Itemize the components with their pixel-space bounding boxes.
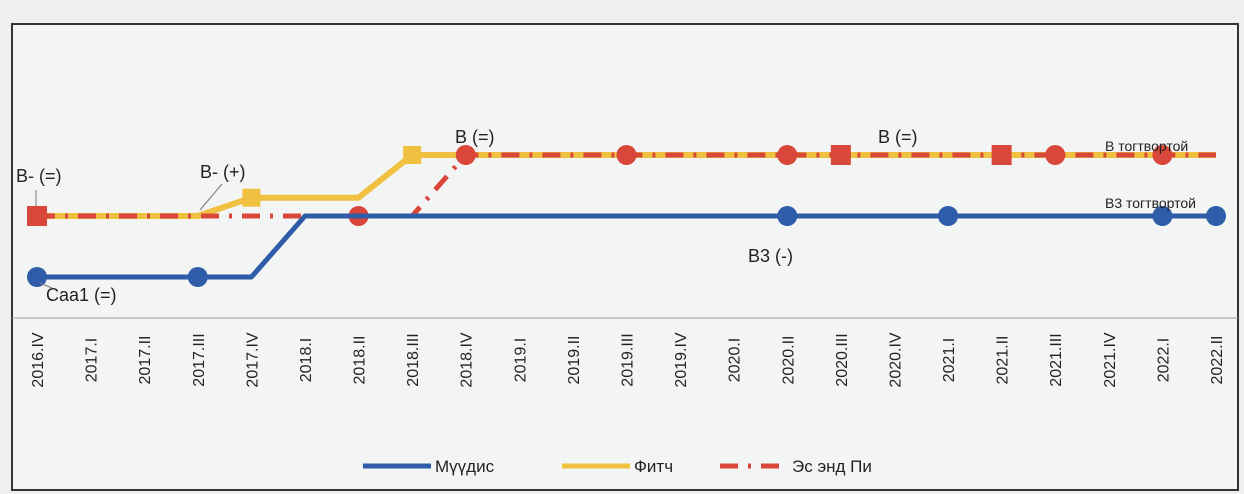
x-tick-label: 2018.III — [405, 333, 422, 386]
moodys-marker — [1206, 206, 1226, 226]
x-tick-label: 2019.II — [566, 336, 583, 385]
x-tick-label: 2017.III — [191, 333, 208, 386]
legend-label: Фитч — [634, 457, 673, 476]
x-tick-label: 2020.IV — [887, 332, 904, 387]
plot-area-frame — [11, 23, 1239, 491]
x-tick-label: 2019.IV — [673, 332, 690, 387]
leader-line — [39, 282, 53, 289]
x-tick-label: 2021.I — [941, 338, 958, 382]
legend-item: Эс энд Пи — [720, 457, 872, 476]
moodys-marker — [1152, 206, 1173, 226]
x-tick-label: 2016.IV — [30, 332, 47, 387]
moodys-marker — [27, 267, 47, 287]
series-line — [37, 213, 1216, 280]
x-tick-label: 2017.I — [84, 338, 101, 382]
legend-label: Мүүдис — [435, 457, 495, 476]
x-tick-label: 2019.III — [620, 333, 637, 386]
sp-marker — [1045, 145, 1066, 165]
moodys-marker — [938, 206, 959, 226]
x-tick-label: 2020.I — [727, 338, 744, 382]
fitch-marker — [242, 188, 261, 207]
x-tick-label: 2021.IV — [1102, 332, 1119, 387]
annotation-label: B (=) — [878, 127, 918, 147]
annotation-label: B- (+) — [200, 162, 246, 182]
x-tick-label: 2017.II — [137, 336, 154, 385]
series-0 — [27, 206, 1226, 287]
x-tick-label: 2022.II — [1209, 336, 1226, 385]
series-layer — [27, 145, 1226, 287]
x-tick-label: 2018.I — [298, 338, 315, 382]
moodys-marker — [187, 267, 208, 287]
legend-label: Эс энд Пи — [792, 457, 872, 476]
x-tick-label: 2020.III — [834, 333, 851, 386]
sp-marker — [1152, 145, 1173, 165]
leader-line — [199, 183, 223, 211]
x-tick-label: 2018.II — [352, 336, 369, 385]
sp-marker — [777, 145, 798, 165]
moodys-marker — [777, 206, 798, 226]
sp-marker — [991, 145, 1012, 165]
x-tick-layer: 2016.IV 2017.I 2017.II 2017.III 2017.IV 2018.… — [30, 332, 1226, 387]
fitch-marker — [403, 146, 422, 164]
legend: Мүүдис Фитч Эс энд Пи — [363, 457, 872, 476]
annotation-label: B (=) — [455, 127, 495, 147]
x-tick-label: 2018.IV — [459, 332, 476, 387]
sp-marker — [455, 145, 476, 165]
legend-item: Мүүдис — [363, 457, 495, 476]
series-2 — [27, 145, 1216, 226]
x-tick-label: 2022.I — [1155, 338, 1172, 382]
x-tick-label: 2020.II — [780, 336, 797, 385]
annotation-layer: B- (=) B- (+) B (=) B (=) B тогтвортой B3 тог… — [16, 127, 1196, 305]
annotation-label: B тогтвортой — [1105, 138, 1188, 154]
x-tick-label: 2017.IV — [244, 332, 261, 387]
sp-marker — [27, 206, 47, 226]
annotation-label: B3 (-) — [748, 246, 793, 266]
x-tick-label: 2021.III — [1048, 333, 1065, 386]
x-tick-label: 2021.II — [995, 336, 1012, 385]
annotation-label: Caa1 (=) — [46, 285, 117, 305]
annotation-label: B- (=) — [16, 166, 62, 186]
x-tick-label: 2019.I — [512, 338, 529, 382]
sp-marker — [830, 145, 851, 165]
sp-marker — [616, 145, 637, 165]
legend-item: Фитч — [562, 457, 673, 476]
annotation-label: B3 тогтвортой — [1105, 195, 1196, 211]
